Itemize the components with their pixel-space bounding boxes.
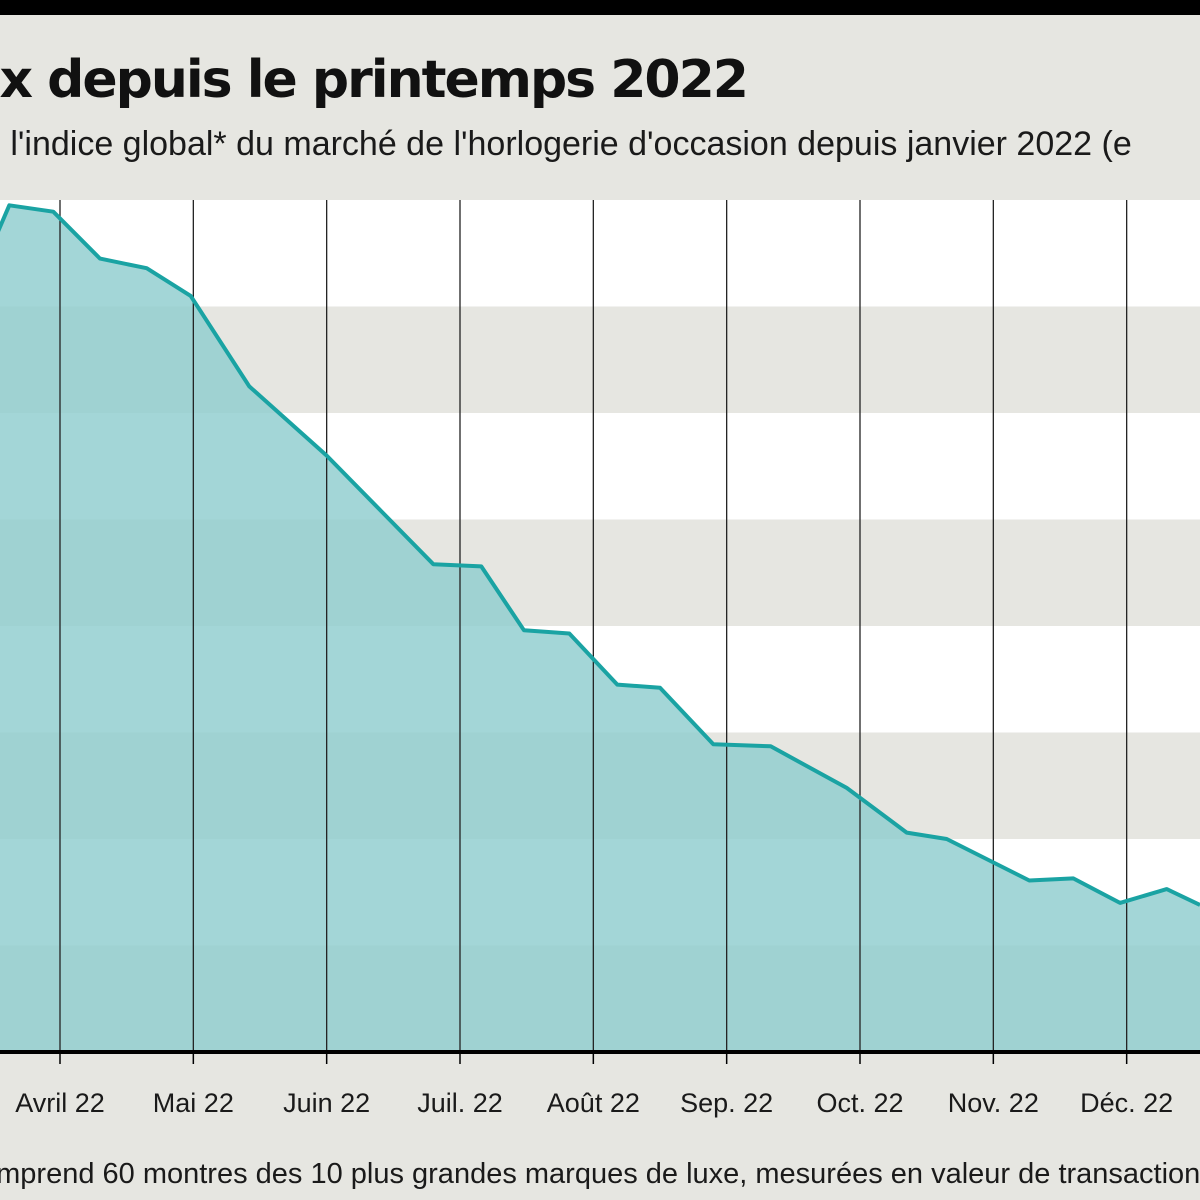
gridlines — [59, 200, 1128, 1052]
band-7 — [0, 200, 1200, 307]
series-line-layer — [0, 203, 1200, 907]
x-tick-label: Mai 22 — [153, 1088, 234, 1118]
series-area — [0, 205, 1200, 1052]
x-tick-label: Déc. 22 — [1080, 1088, 1173, 1118]
chart-subtitle: e l'indice global* du marché de l'horlog… — [0, 125, 1132, 163]
x-axis: Avril 22 Mai 22 Juin 22 Juil. 22 Août 22 Sep.… — [0, 1050, 1200, 1118]
top-bar — [0, 0, 1200, 15]
x-tick-label: Août 22 — [547, 1088, 640, 1118]
x-tick-label: Nov. 22 — [948, 1088, 1039, 1118]
area-layer — [0, 205, 1200, 1052]
x-tick-label: Juin 22 — [283, 1088, 370, 1118]
x-tick-label: Avril 22 — [15, 1088, 105, 1118]
chart-title: rix depuis le printemps 2022 — [0, 50, 749, 110]
x-tick-label: Oct. 22 — [816, 1088, 903, 1118]
series-line — [0, 203, 1200, 907]
x-tick-label: Juil. 22 — [417, 1088, 503, 1118]
footnote: omprend 60 montres des 10 plus grandes m… — [0, 1158, 1200, 1190]
x-tick-label: Sep. 22 — [680, 1088, 773, 1118]
